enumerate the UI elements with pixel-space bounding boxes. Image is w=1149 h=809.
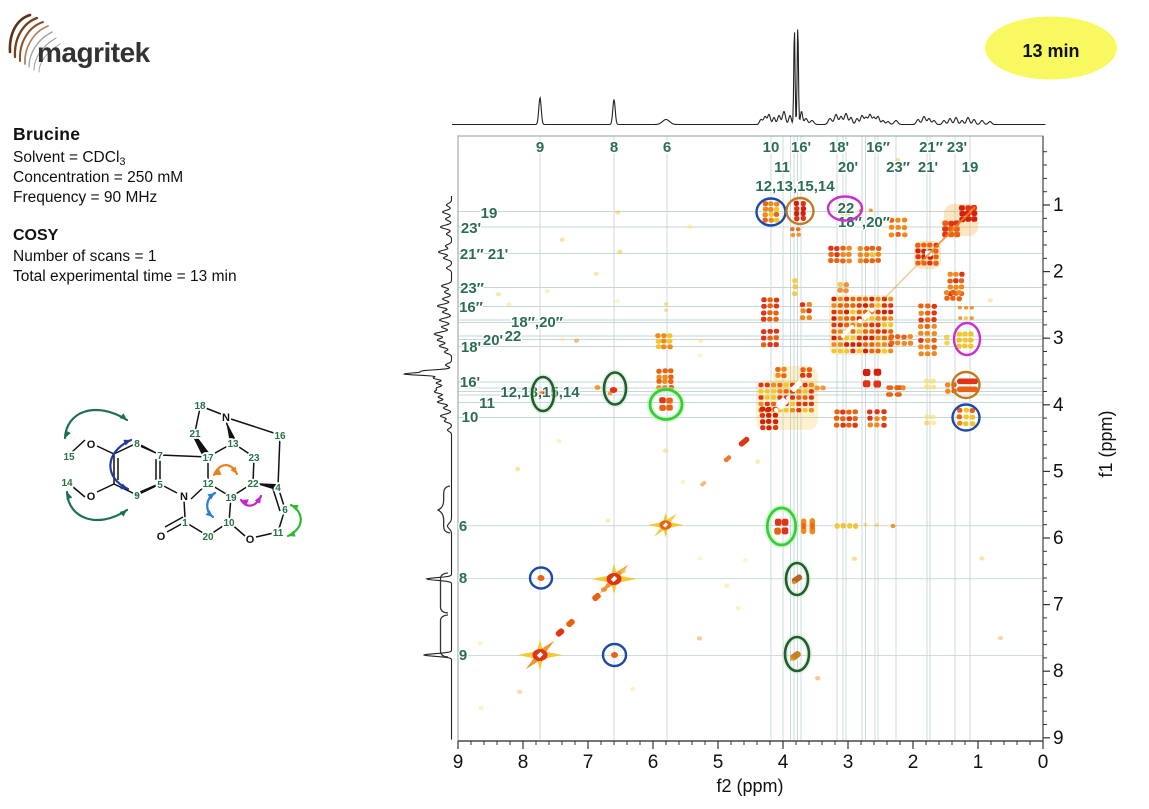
svg-text:11: 11 xyxy=(479,395,495,412)
svg-text:21″: 21″ xyxy=(919,139,943,156)
svg-text:23': 23' xyxy=(947,139,967,156)
svg-text:16': 16' xyxy=(791,139,811,156)
svg-text:21: 21 xyxy=(189,429,201,440)
svg-text:3: 3 xyxy=(1053,328,1064,349)
svg-text:magritek: magritek xyxy=(37,37,151,68)
svg-text:10: 10 xyxy=(763,139,780,156)
svg-text:7: 7 xyxy=(583,752,594,773)
svg-text:5: 5 xyxy=(157,480,163,491)
svg-text:8: 8 xyxy=(1053,661,1064,682)
svg-text:12,13,15,14: 12,13,15,14 xyxy=(755,178,835,195)
svg-text:Total experimental time = 13 m: Total experimental time = 13 min xyxy=(13,268,237,285)
svg-text:13: 13 xyxy=(227,439,239,450)
svg-text:8: 8 xyxy=(518,752,529,773)
svg-text:23″: 23″ xyxy=(886,159,910,176)
svg-text:22: 22 xyxy=(505,328,522,345)
svg-text:4: 4 xyxy=(778,752,789,773)
svg-text:16″: 16″ xyxy=(459,299,483,316)
svg-text:Concentration = 250 mM: Concentration = 250 mM xyxy=(13,169,183,186)
svg-text:21″ 21': 21″ 21' xyxy=(460,246,508,263)
svg-text:12: 12 xyxy=(202,479,214,490)
svg-text:9: 9 xyxy=(1053,728,1064,749)
svg-text:5: 5 xyxy=(713,752,724,773)
svg-text:20': 20' xyxy=(838,159,858,176)
svg-text:20': 20' xyxy=(483,332,503,349)
svg-text:19: 19 xyxy=(962,159,979,176)
svg-text:1: 1 xyxy=(1053,195,1064,216)
svg-text:8: 8 xyxy=(610,139,618,156)
svg-text:18″,20″: 18″,20″ xyxy=(838,214,890,231)
svg-text:6: 6 xyxy=(1053,528,1064,549)
svg-text:2: 2 xyxy=(1053,262,1064,283)
svg-text:22: 22 xyxy=(838,200,855,217)
svg-text:16': 16' xyxy=(460,374,480,391)
svg-text:O: O xyxy=(157,531,166,543)
svg-text:7: 7 xyxy=(1053,595,1064,616)
svg-text:19: 19 xyxy=(225,493,237,504)
svg-text:Number of scans = 1: Number of scans = 1 xyxy=(13,248,156,265)
svg-text:2: 2 xyxy=(908,752,919,773)
svg-text:15: 15 xyxy=(63,452,75,463)
svg-text:4: 4 xyxy=(1053,395,1064,416)
svg-text:Brucine: Brucine xyxy=(13,124,80,144)
svg-text:f2 (ppm): f2 (ppm) xyxy=(716,776,783,796)
svg-text:23': 23' xyxy=(461,220,481,237)
svg-text:6: 6 xyxy=(282,505,288,516)
svg-text:6: 6 xyxy=(648,752,659,773)
svg-text:10: 10 xyxy=(223,518,235,529)
svg-text:11: 11 xyxy=(273,528,284,539)
svg-text:11: 11 xyxy=(774,159,790,176)
svg-text:6: 6 xyxy=(663,139,671,156)
svg-text:23″: 23″ xyxy=(460,280,484,297)
svg-text:18: 18 xyxy=(194,401,206,412)
svg-text:17: 17 xyxy=(202,453,214,464)
svg-text:N: N xyxy=(222,412,230,424)
svg-text:O: O xyxy=(87,439,96,451)
svg-text:f1 (ppm): f1 (ppm) xyxy=(1096,410,1116,477)
svg-text:8: 8 xyxy=(459,570,467,587)
svg-text:O: O xyxy=(246,534,255,546)
svg-text:18': 18' xyxy=(461,339,481,356)
svg-text:1: 1 xyxy=(973,752,984,773)
svg-text:19: 19 xyxy=(481,205,498,222)
svg-text:9: 9 xyxy=(453,752,464,773)
svg-text:7: 7 xyxy=(157,451,163,462)
svg-text:16″: 16″ xyxy=(866,139,890,156)
svg-text:Frequency = 90 MHz: Frequency = 90 MHz xyxy=(13,189,157,206)
svg-text:8: 8 xyxy=(134,439,140,450)
svg-text:4: 4 xyxy=(275,483,281,494)
svg-text:3: 3 xyxy=(843,752,854,773)
svg-text:9: 9 xyxy=(134,491,140,502)
svg-text:COSY: COSY xyxy=(13,227,59,244)
svg-text:10: 10 xyxy=(462,409,479,426)
svg-text:22: 22 xyxy=(247,479,259,490)
svg-text:13 min: 13 min xyxy=(1022,41,1079,61)
svg-text:6: 6 xyxy=(459,518,467,535)
svg-text:9: 9 xyxy=(459,647,467,664)
svg-text:14: 14 xyxy=(61,478,73,489)
svg-text:23: 23 xyxy=(248,453,260,464)
svg-text:1: 1 xyxy=(182,518,188,529)
svg-text:18': 18' xyxy=(829,139,849,156)
svg-text:Solvent = CDCl3: Solvent = CDCl3 xyxy=(13,149,126,168)
svg-text:O: O xyxy=(87,491,96,503)
svg-text:20: 20 xyxy=(202,532,214,543)
svg-text:N: N xyxy=(180,491,188,503)
svg-text:0: 0 xyxy=(1038,752,1049,773)
svg-text:16: 16 xyxy=(274,431,286,442)
svg-text:18″,20″: 18″,20″ xyxy=(511,314,563,331)
svg-text:9: 9 xyxy=(536,139,544,156)
svg-text:5: 5 xyxy=(1053,461,1064,482)
svg-text:21': 21' xyxy=(918,159,938,176)
svg-text:12,13,15,14: 12,13,15,14 xyxy=(500,384,580,401)
